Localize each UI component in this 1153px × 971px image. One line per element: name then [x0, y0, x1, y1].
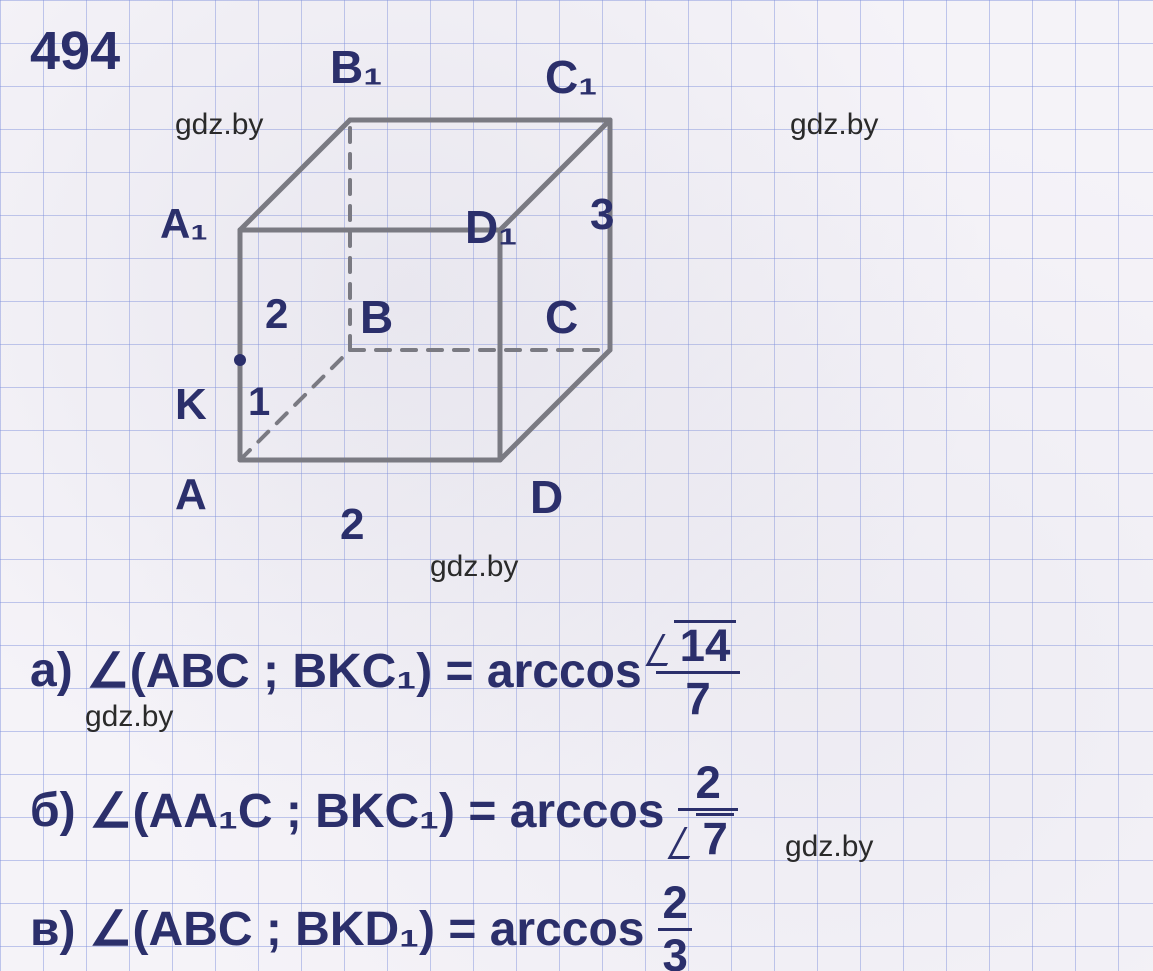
diagram-label: 2: [265, 290, 288, 338]
answer-label: в): [30, 902, 76, 957]
diagram-label: B: [360, 290, 393, 344]
answer-line: в) ∠(ABC ; BKD₁) = arccos23: [30, 880, 692, 971]
problem-number: 494: [30, 20, 120, 82]
watermark: gdz.by: [175, 108, 263, 142]
watermark: gdz.by: [430, 550, 518, 584]
diagram-label: B₁: [330, 40, 382, 94]
answer-expression: ∠(ABC ; BKD₁) = arccos: [90, 901, 645, 957]
cube-diagram: [200, 60, 640, 500]
diagram-label: C: [545, 290, 578, 344]
watermark: gdz.by: [790, 108, 878, 142]
answer-fraction: 147: [656, 620, 741, 721]
diagram-label: A₁: [160, 200, 208, 248]
diagram-label: D: [530, 470, 563, 524]
answer-label: б): [30, 783, 76, 838]
answer-expression: ∠(AA₁C ; BKC₁) = arccos: [90, 783, 665, 839]
answer-label: a): [30, 643, 73, 698]
diagram-label: D₁: [465, 200, 517, 254]
answer-fraction: 23: [658, 880, 691, 971]
diagram-label: A: [175, 470, 207, 520]
answer-expression: ∠(ABC ; BKC₁) = arccos: [87, 643, 642, 699]
diagram-label: C₁: [545, 50, 597, 104]
diagram-label: 1: [248, 380, 270, 425]
answer-line: б) ∠(AA₁C ; BKC₁) = arccos27: [30, 760, 738, 861]
answer-fraction: 27: [678, 760, 737, 861]
diagram-label: K: [175, 380, 207, 430]
diagram-label: 3: [590, 190, 614, 240]
watermark: gdz.by: [85, 700, 173, 734]
diagram-label: 2: [340, 500, 364, 550]
watermark: gdz.by: [785, 830, 873, 864]
